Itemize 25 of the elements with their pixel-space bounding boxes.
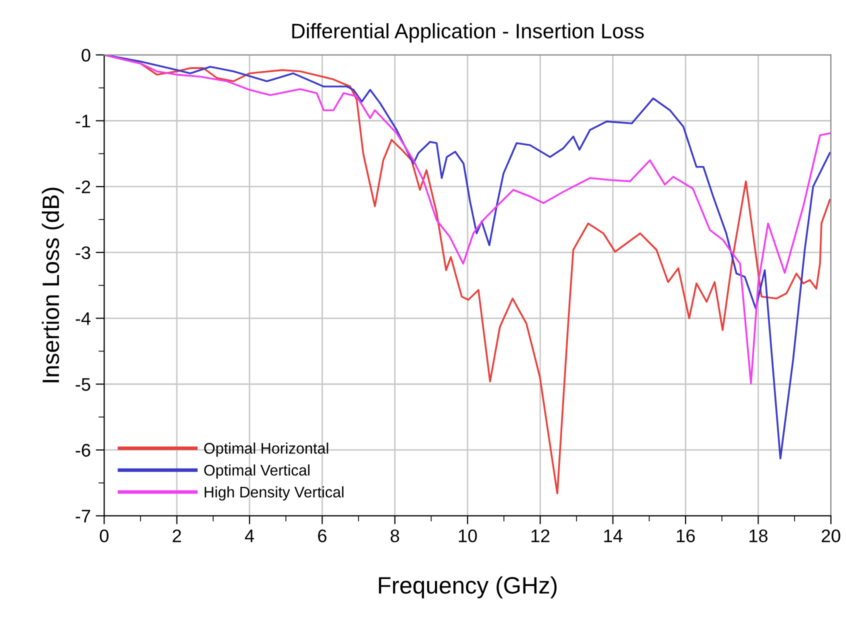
x-axis-title: Frequency (GHz)	[378, 576, 557, 598]
x-tick-label: 8	[390, 529, 400, 542]
y-tick-label: -3	[76, 246, 90, 260]
legend-label: High Density Vertical	[204, 486, 344, 501]
legend-label: Optimal Vertical	[204, 464, 310, 479]
legend-label: Optimal Horizontal	[204, 442, 328, 457]
x-tick-label: 20	[822, 529, 840, 542]
x-tick-label: 18	[750, 529, 768, 542]
x-tick-label: 2	[172, 529, 181, 542]
x-tick-label: 4	[244, 530, 254, 542]
x-tick-label: 0	[100, 529, 108, 542]
y-tick-label: -4	[76, 312, 90, 325]
y-tick-label: -1	[76, 114, 90, 128]
x-tick-label: 14	[604, 530, 622, 542]
y-tick-label: -7	[76, 510, 90, 522]
y-tick-label: -2	[76, 180, 90, 194]
x-tick-label: 10	[458, 529, 477, 542]
y-axis-title: Insertion Loss (dB)	[42, 188, 64, 382]
x-tick-label: 12	[532, 529, 550, 542]
chart-title: Differential Application - Insertion Loss	[292, 23, 644, 43]
x-tick-label: 16	[676, 529, 695, 542]
x-tick-label: 6	[318, 529, 326, 542]
y-tick-label: -6	[76, 444, 90, 457]
y-tick-label: -5	[76, 378, 90, 391]
y-tick-label: 0	[82, 48, 90, 62]
